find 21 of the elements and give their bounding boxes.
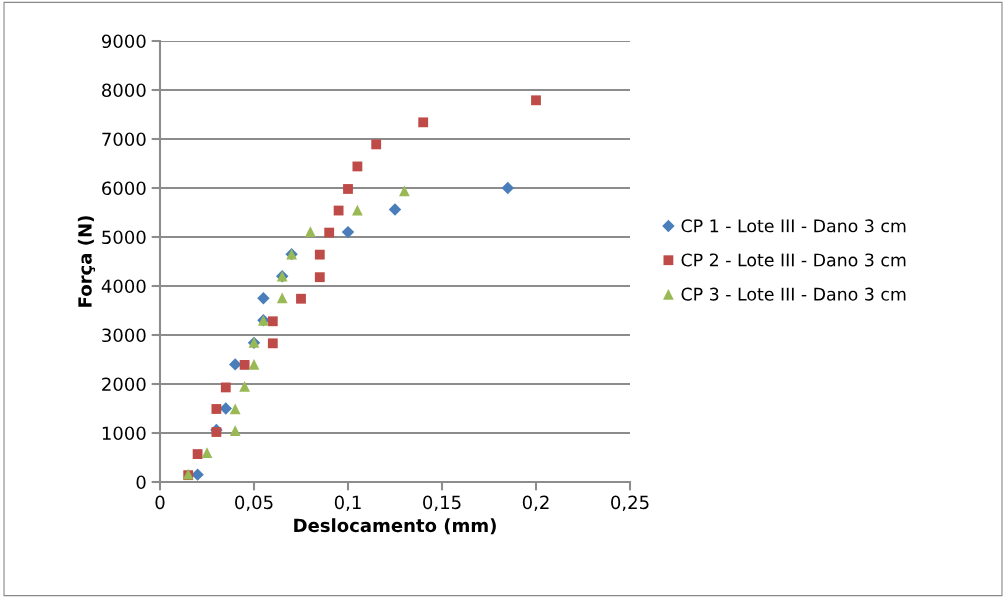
y-tick-label: 6000 <box>102 181 146 196</box>
legend-label: CP 1 - Lote III - Dano 3 cm <box>681 219 906 233</box>
y-axis-title: Força (N) <box>77 216 96 307</box>
y-tick-label: 0 <box>136 475 146 490</box>
y-tick-label: 9000 <box>101 34 146 49</box>
x-tick-label: 0,05 <box>235 495 273 512</box>
x-tick-label: 0,1 <box>334 495 361 512</box>
x-tick-label: 0,25 <box>611 495 649 512</box>
y-tick-label: 7000 <box>102 132 146 147</box>
x-tick-label: 0,15 <box>423 495 461 512</box>
legend-label: CP 2 - Lote III - Dano 3 cm <box>681 253 906 267</box>
y-tick-label: 2000 <box>102 377 146 392</box>
y-tick-label: 1000 <box>102 426 146 441</box>
x-axis-title: Deslocamento (mm) <box>294 518 496 535</box>
x-tick-label: 0,2 <box>522 495 549 512</box>
y-tick-label: 3000 <box>102 328 146 343</box>
y-tick-label: 4000 <box>101 279 146 294</box>
y-tick-label: 8000 <box>102 83 146 98</box>
x-tick-label: 0 <box>155 495 165 510</box>
y-tick-label: 5000 <box>102 230 146 245</box>
legend-label: CP 3 - Lote III - Dano 3 cm <box>681 287 906 301</box>
